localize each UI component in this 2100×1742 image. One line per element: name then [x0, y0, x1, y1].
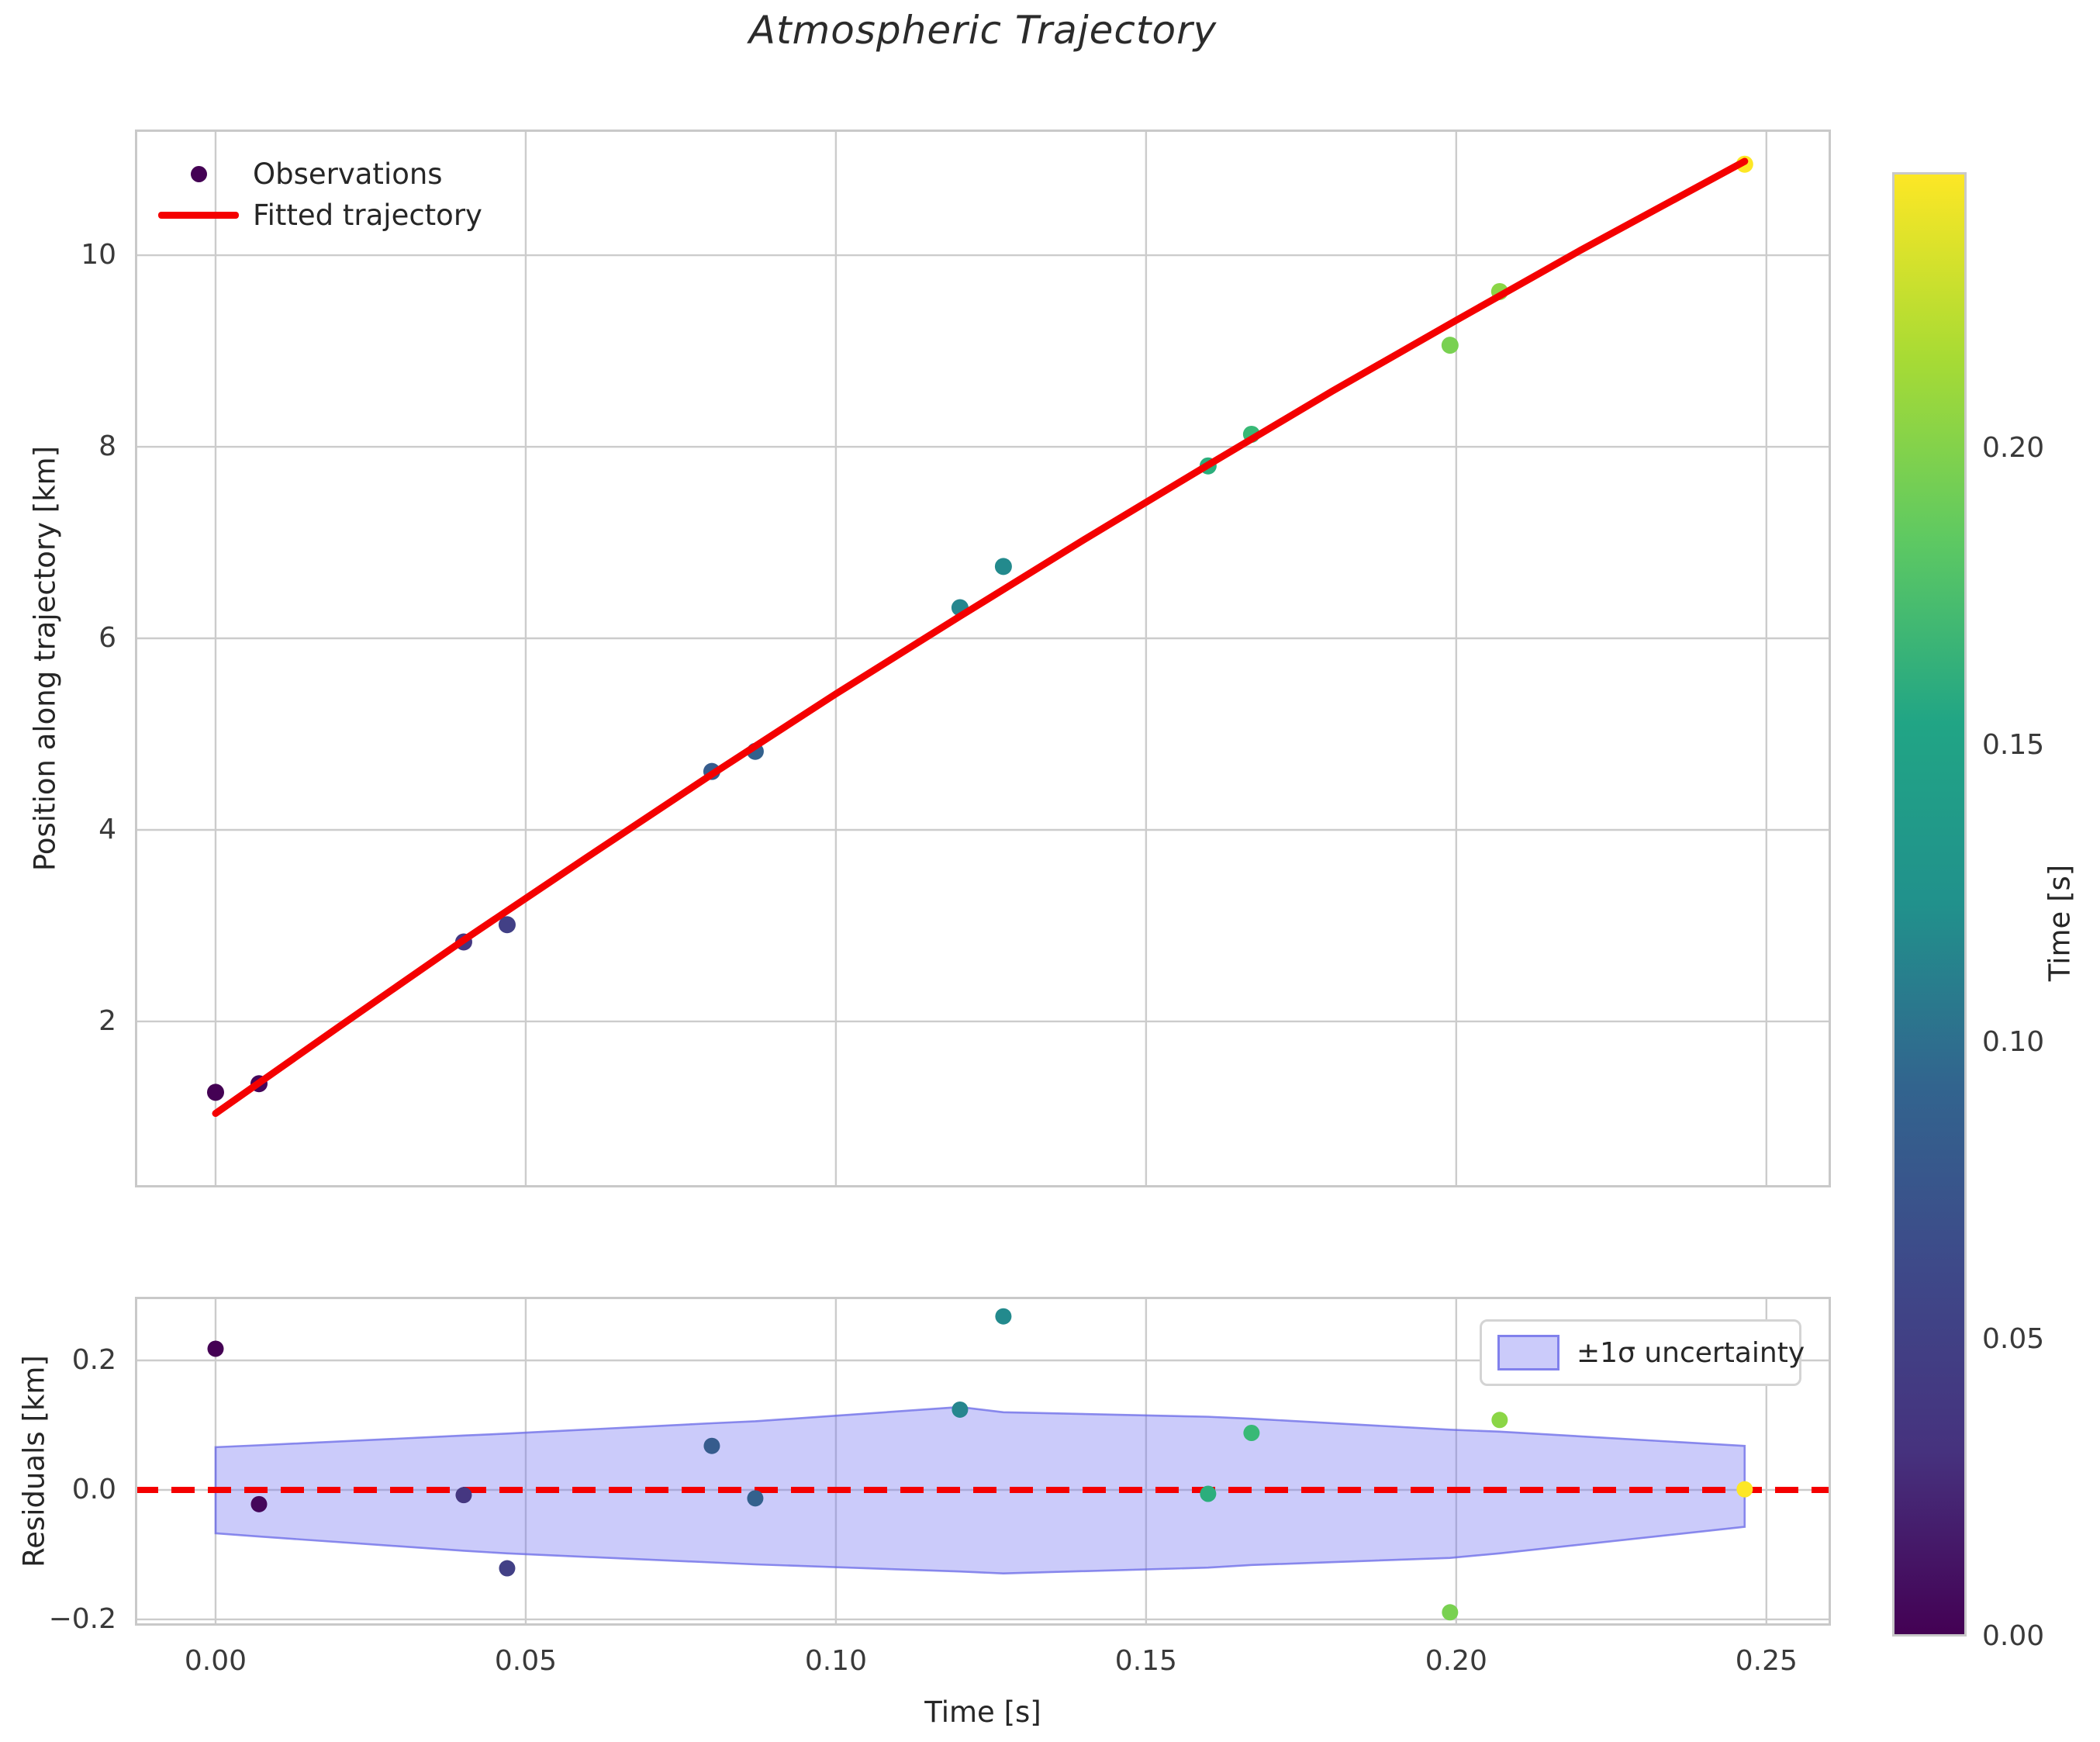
tick-label: 0.05 [494, 1645, 558, 1677]
residual-point [250, 1495, 268, 1512]
tick-label: 4 [98, 813, 116, 845]
colorbar-gradient [1892, 172, 1967, 1637]
uncertainty-band-label: ±1σ uncertainty [1577, 1336, 1805, 1369]
tick-label: 0.2 [71, 1343, 116, 1376]
tick-label: 0.00 [1982, 1620, 2045, 1652]
tick-label: −0.2 [48, 1602, 116, 1635]
tick-label: 0.0 [71, 1473, 116, 1505]
residual-point [703, 1437, 720, 1454]
tick-label: 0.20 [1982, 432, 2045, 465]
tick-label: 0.15 [1982, 729, 2045, 762]
residual-point [455, 1487, 472, 1504]
observations-dot-icon [190, 166, 207, 182]
residual-point [1200, 1485, 1217, 1502]
residual-point [1736, 1481, 1753, 1498]
trajectory-plot-area [135, 130, 1831, 1187]
legend-row-fitted: Fitted trajectory [158, 195, 482, 236]
plot-spine [135, 1297, 1831, 1626]
observation-point [1441, 337, 1459, 354]
tick-label: 0.00 [184, 1645, 247, 1677]
residual-point [207, 1340, 224, 1357]
tick-label: 6 [98, 622, 116, 654]
residual-point [952, 1401, 969, 1418]
residuals-y-axis-label: Residuals [km] [17, 1355, 51, 1567]
observation-point [994, 558, 1012, 575]
colorbar-label: Time [s] [2043, 864, 2077, 982]
legend-observations-label: Observations [253, 157, 443, 191]
trajectory-chart [135, 130, 1831, 1187]
legend-row-observations: Observations [158, 154, 482, 195]
tick-label: 8 [98, 430, 116, 462]
observations-marker-cell [158, 166, 239, 182]
plot-spine [135, 130, 1831, 1187]
residual-point [499, 1560, 516, 1577]
tick-label: 0.20 [1425, 1645, 1487, 1677]
residual-point [1442, 1604, 1459, 1621]
residual-legend: ±1σ uncertainty [1480, 1319, 1805, 1386]
chart-title: Atmospheric Trajectory [748, 8, 1218, 53]
main-y-axis-label: Position along trajectory [km] [28, 445, 62, 872]
x-axis-label: Time [s] [924, 1695, 1041, 1729]
tick-label: 10 [81, 239, 116, 271]
tick-label: 0.15 [1114, 1645, 1177, 1677]
observation-point [498, 916, 516, 934]
residual-point [995, 1308, 1012, 1325]
legend-fitted-label: Fitted trajectory [253, 199, 482, 232]
residual-point [1491, 1412, 1508, 1429]
tick-label: 0.10 [1982, 1026, 2045, 1059]
main-legend: Observations Fitted trajectory [158, 154, 482, 236]
residual-point [1243, 1425, 1260, 1442]
fitted-marker-cell [158, 212, 239, 219]
tick-label: 2 [98, 1004, 116, 1037]
observation-point [206, 1084, 224, 1101]
residual-point [747, 1490, 764, 1507]
tick-label: 0.25 [1735, 1645, 1798, 1677]
fitted-line-icon [158, 212, 239, 219]
uncertainty-band-swatch [1497, 1335, 1559, 1370]
fitted-trajectory-line [212, 157, 1749, 1118]
tick-label: 0.10 [804, 1645, 867, 1677]
tick-label: 0.05 [1982, 1323, 2045, 1356]
